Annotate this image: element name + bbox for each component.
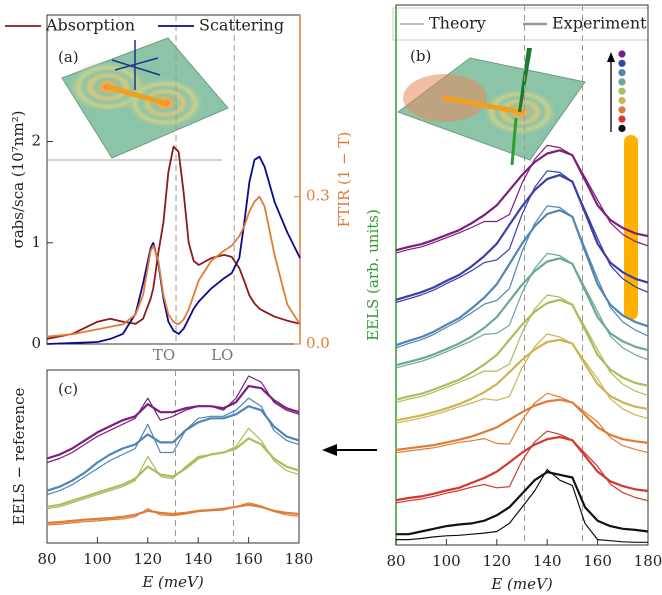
y2-axis-label: FTIR (1 − T) <box>335 132 353 228</box>
legend-label: Absorption <box>45 16 135 35</box>
x-tick-label: 80 <box>386 552 405 570</box>
series-line <box>395 398 649 452</box>
series-line <box>395 298 649 401</box>
x-tick-label: 160 <box>583 552 612 570</box>
series-line <box>396 468 648 543</box>
color-key-dot <box>618 124 626 132</box>
series-line <box>395 338 649 422</box>
annotation: TO <box>153 346 175 364</box>
panel-label: (c) <box>58 380 78 398</box>
series-line <box>395 294 649 403</box>
legend-label: Scattering <box>199 16 284 35</box>
x-tick-label: 120 <box>482 552 511 570</box>
series-line <box>46 375 300 464</box>
x-tick-label: 160 <box>234 550 263 568</box>
legend-label: Experiment <box>552 14 647 33</box>
plot-frame <box>46 369 300 544</box>
x-tick-label: 180 <box>285 550 314 568</box>
x-axis-label: E (meV) <box>490 575 553 593</box>
series-line <box>395 149 649 252</box>
color-key-dot <box>618 59 626 67</box>
y2-tick-label: 0.0 <box>306 334 330 352</box>
x-tick-label: 140 <box>184 550 213 568</box>
series-line <box>46 397 300 496</box>
inset-a <box>47 37 229 161</box>
y-tick-label: 0 <box>31 334 41 352</box>
series-line <box>395 174 649 301</box>
x-tick-label: 140 <box>533 552 562 570</box>
color-key-dot <box>618 87 626 95</box>
color-key-dot <box>618 50 626 58</box>
series-line <box>46 145 301 340</box>
series-line <box>395 430 649 504</box>
series-line <box>46 385 300 460</box>
y-axis-label: σabs/sca (10⁷nm²) <box>9 110 27 248</box>
legend-label: Theory <box>429 14 486 33</box>
series-line <box>395 252 649 369</box>
series-line <box>46 502 300 526</box>
series-line <box>46 437 300 508</box>
series-line <box>46 195 301 338</box>
series-line <box>46 405 300 492</box>
legend-b-box <box>392 7 649 41</box>
series-line <box>395 144 649 254</box>
panel-arrow <box>322 444 377 456</box>
series-line <box>46 503 300 524</box>
series-line <box>395 333 649 424</box>
x-tick-label: 120 <box>133 550 162 568</box>
panel-label: (b) <box>410 47 431 65</box>
color-key-dot <box>618 106 626 114</box>
color-key-dot <box>618 115 626 123</box>
y-tick-label: 2 <box>31 132 41 150</box>
series-line <box>46 155 301 345</box>
x-tick-label: 100 <box>432 552 461 570</box>
series-line <box>395 392 649 454</box>
series-line <box>395 435 649 502</box>
y2-tick-label: 0.3 <box>306 187 330 205</box>
x-tick-label: 80 <box>37 550 56 568</box>
inset-b <box>396 48 638 320</box>
color-key-dot <box>618 96 626 105</box>
x-tick-label: 100 <box>83 550 112 568</box>
annotation: LO <box>211 346 233 364</box>
series-line <box>395 170 649 304</box>
series-line <box>395 257 649 367</box>
series-line <box>396 471 649 536</box>
color-key-dot <box>618 78 626 86</box>
x-tick-label: 180 <box>634 552 662 570</box>
y-axis-label: EELS − reference <box>10 388 28 526</box>
series-line <box>46 427 300 510</box>
x-axis-label: E (meV) <box>141 573 204 591</box>
series-line <box>395 205 649 349</box>
y-axis-label: EELS (arb. units) <box>364 209 382 341</box>
color-key-dot <box>618 69 626 77</box>
y-tick-label: 1 <box>31 233 41 251</box>
panel-label: (a) <box>58 48 79 66</box>
